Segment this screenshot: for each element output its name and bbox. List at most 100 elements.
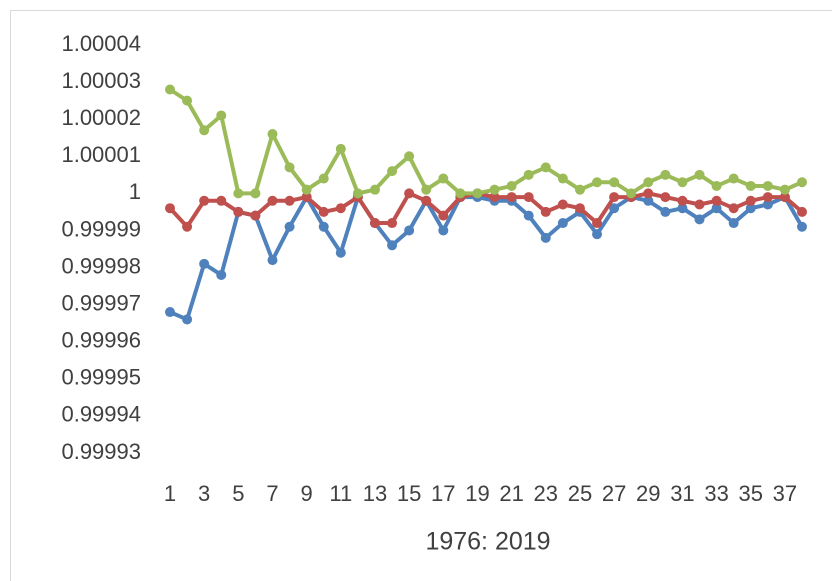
series-marker bbox=[284, 221, 295, 232]
series-marker bbox=[472, 188, 483, 199]
x-tick-label: 19 bbox=[465, 481, 489, 506]
series-marker bbox=[557, 173, 568, 184]
x-tick-label: 27 bbox=[602, 481, 626, 506]
x-tick-label: 25 bbox=[568, 481, 592, 506]
series-marker bbox=[387, 166, 398, 177]
series-marker bbox=[318, 173, 329, 184]
x-tick-label: 33 bbox=[704, 481, 728, 506]
x-tick-label: 1 bbox=[164, 481, 176, 506]
x-tick-label: 21 bbox=[499, 481, 523, 506]
series-marker bbox=[797, 206, 807, 217]
series-marker bbox=[404, 151, 415, 162]
series-marker bbox=[694, 199, 705, 210]
series-marker bbox=[250, 210, 261, 221]
series-marker bbox=[506, 192, 517, 203]
series-marker bbox=[677, 203, 688, 214]
series-marker bbox=[592, 177, 603, 188]
series-marker bbox=[660, 192, 671, 203]
series-marker bbox=[369, 218, 380, 229]
series-marker bbox=[301, 192, 312, 203]
y-tick-label: 0.99999 bbox=[61, 216, 141, 241]
series-marker bbox=[284, 195, 295, 206]
series-marker bbox=[387, 240, 398, 251]
series-marker bbox=[540, 162, 551, 173]
series-marker bbox=[165, 84, 175, 95]
series-marker bbox=[728, 203, 739, 214]
series-marker bbox=[779, 192, 790, 203]
y-tick-label: 1.00002 bbox=[61, 105, 141, 130]
series-marker bbox=[199, 258, 210, 269]
series-marker bbox=[557, 218, 568, 229]
series-marker bbox=[489, 184, 500, 195]
series-marker bbox=[199, 195, 210, 206]
series-marker bbox=[728, 218, 739, 229]
x-tick-label: 23 bbox=[534, 481, 558, 506]
x-tick-label: 5 bbox=[232, 481, 244, 506]
series-marker bbox=[574, 203, 585, 214]
y-tick-label: 0.99997 bbox=[61, 290, 141, 315]
y-tick-label: 0.99998 bbox=[61, 253, 141, 278]
x-tick-label: 11 bbox=[329, 481, 352, 506]
series-marker bbox=[523, 169, 534, 180]
series-marker bbox=[182, 314, 193, 325]
x-tick-label: 31 bbox=[670, 481, 694, 506]
y-tick-label: 0.99994 bbox=[61, 402, 141, 427]
series-marker bbox=[660, 206, 671, 217]
series-marker bbox=[404, 188, 415, 199]
series-marker bbox=[592, 229, 603, 240]
series-marker bbox=[182, 221, 193, 232]
series-marker bbox=[660, 169, 671, 180]
series-marker bbox=[643, 177, 654, 188]
series-marker bbox=[677, 177, 688, 188]
x-tick-label: 15 bbox=[397, 481, 421, 506]
series-marker bbox=[267, 255, 278, 266]
series-marker bbox=[233, 206, 244, 217]
series-marker bbox=[438, 210, 449, 221]
series-marker bbox=[762, 199, 773, 210]
series-marker bbox=[506, 180, 517, 191]
series-marker bbox=[301, 184, 312, 195]
series-marker bbox=[609, 203, 620, 214]
series-marker bbox=[626, 188, 637, 199]
series-marker bbox=[318, 221, 329, 232]
series-marker bbox=[762, 192, 773, 203]
x-tick-label: 37 bbox=[773, 481, 797, 506]
series-marker bbox=[216, 269, 227, 280]
series-marker bbox=[199, 125, 210, 136]
series-marker bbox=[182, 95, 193, 106]
series-marker bbox=[284, 162, 295, 173]
y-tick-label: 1.00004 bbox=[61, 31, 141, 56]
series-marker bbox=[489, 192, 500, 203]
series-marker bbox=[438, 173, 449, 184]
series-marker bbox=[387, 218, 398, 229]
series-marker bbox=[711, 180, 722, 191]
series-marker bbox=[609, 192, 620, 203]
series-marker bbox=[335, 143, 346, 154]
y-tick-label: 1.00003 bbox=[61, 68, 141, 93]
series-marker bbox=[592, 218, 603, 229]
series-marker bbox=[267, 129, 278, 140]
series-marker bbox=[711, 203, 722, 214]
series-marker bbox=[438, 225, 449, 236]
chart-frame bbox=[10, 10, 832, 581]
series-marker bbox=[540, 232, 551, 243]
x-tick-label: 13 bbox=[363, 481, 387, 506]
x-tick-label: 3 bbox=[198, 481, 210, 506]
series-marker bbox=[165, 203, 175, 214]
series-marker bbox=[728, 173, 739, 184]
series-marker bbox=[233, 188, 244, 199]
series-marker bbox=[369, 184, 380, 195]
series-marker bbox=[267, 195, 278, 206]
series-marker bbox=[643, 188, 654, 199]
series-marker bbox=[797, 177, 807, 188]
series-marker bbox=[711, 195, 722, 206]
series-marker bbox=[421, 184, 432, 195]
x-tick-label: 7 bbox=[266, 481, 278, 506]
series-marker bbox=[762, 180, 773, 191]
series-marker bbox=[404, 225, 415, 236]
series-marker bbox=[574, 184, 585, 195]
y-tick-label: 0.99996 bbox=[61, 328, 141, 353]
x-tick-label: 29 bbox=[636, 481, 660, 506]
series-marker bbox=[540, 206, 551, 217]
